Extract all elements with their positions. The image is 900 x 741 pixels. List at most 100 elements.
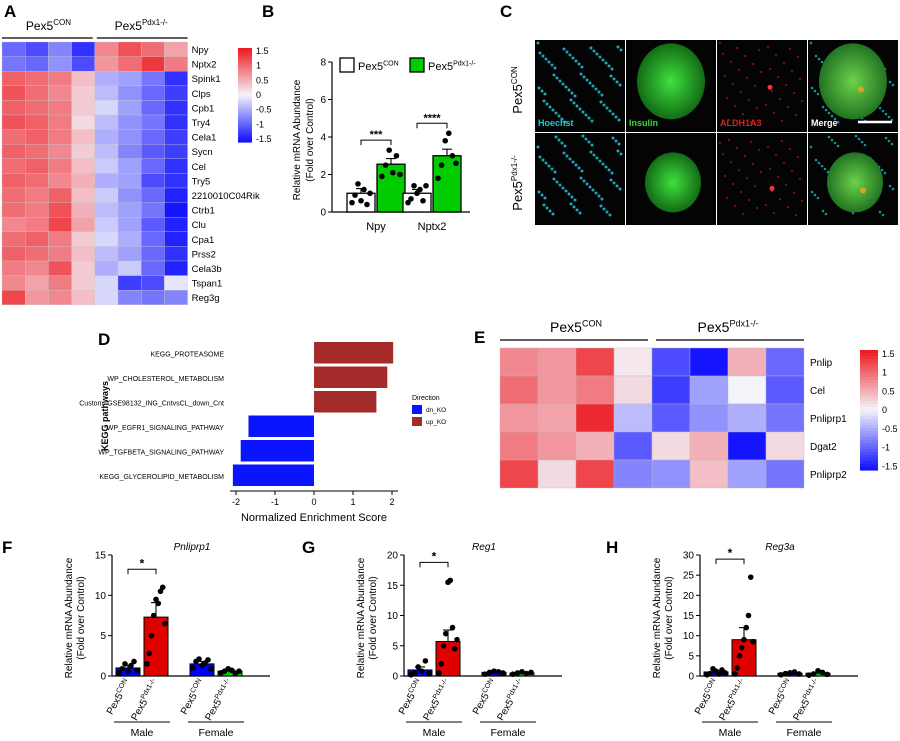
merge-nucleus: [813, 193, 817, 197]
aldh-signal: [776, 75, 780, 79]
aldh-signal: [727, 118, 731, 122]
colorbar-segment: [860, 371, 878, 375]
nucleus-dot: [605, 106, 609, 110]
heatmap-cell: [48, 71, 72, 86]
merge-nucleus: [830, 114, 834, 118]
data-point: [791, 669, 798, 675]
colorbar-segment: [860, 443, 878, 447]
x-tick-label: 0: [311, 497, 316, 507]
data-point: [447, 577, 454, 584]
aldh-signal: [786, 105, 790, 109]
nucleus-dot: [552, 73, 556, 77]
heatmap-cell: [689, 459, 729, 489]
heatmap-cell: [499, 347, 539, 377]
nucleus-dot: [594, 87, 598, 91]
nucleus-dot: [563, 144, 567, 148]
heatmap-cell: [25, 114, 49, 130]
heatmap-cell: [765, 459, 805, 489]
aldh-signal: [788, 47, 792, 51]
colorbar-segment: [238, 55, 252, 58]
heatmap-cell: [689, 403, 729, 433]
heatmap-cell: [48, 41, 72, 57]
group-label-ko: Pex5Pdx1-/-: [698, 318, 759, 335]
aldh-signal: [798, 177, 802, 181]
colorbar-segment: [860, 362, 878, 366]
heatmap-cell: [141, 71, 165, 86]
data-point: [738, 644, 745, 651]
nucleus-dot: [598, 55, 602, 59]
heatmap-cell: [25, 217, 49, 232]
nucleus-dot: [555, 76, 559, 80]
data-point: [358, 197, 364, 204]
merge-nucleus: [881, 109, 885, 113]
nucleus-dot: [592, 49, 596, 53]
heatmap-cell: [117, 85, 142, 101]
data-point: [162, 620, 168, 627]
nes-bar: [232, 464, 314, 486]
aldh-signal: [784, 83, 788, 87]
colorbar-tick-label: 1: [256, 61, 261, 71]
nucleus-dot: [595, 156, 599, 160]
heatmap-cell: [1, 290, 26, 305]
gene-label: Try5: [192, 176, 211, 187]
heatmap-cell: [71, 100, 95, 116]
islet-merge: [819, 43, 887, 120]
y-tick-label: 20: [683, 591, 695, 602]
merge-nucleus: [809, 145, 813, 149]
x-tick-label: Pex5CON: [396, 678, 426, 717]
heatmap-cell: [48, 231, 72, 247]
heatmap-cell: [575, 431, 615, 461]
nucleus-dot: [577, 62, 581, 66]
data-point: [787, 669, 793, 676]
aldh-signal: [729, 160, 733, 164]
x-tick-label: Pex5Pdx1-/-: [495, 677, 528, 723]
nes-bar: [314, 342, 394, 364]
heatmap-cell: [1, 100, 26, 116]
colorbar-tick-label: -0.5: [256, 105, 272, 115]
heatmap-cell: [25, 85, 49, 101]
nucleus-dot: [599, 100, 603, 104]
heatmap-cell: [94, 217, 119, 232]
nucleus-dot: [575, 104, 579, 108]
heatmap-cell: [537, 375, 577, 405]
nucleus-dot: [589, 150, 593, 154]
aldh-signal: [759, 170, 763, 174]
colorbar-segment: [860, 377, 878, 381]
x-tick-label: Pex5CON: [178, 678, 208, 717]
gene-label: Cel: [192, 162, 206, 173]
aldh-signal: [729, 60, 733, 64]
aldh-signal: [741, 212, 745, 216]
nucleus-dot: [570, 195, 574, 199]
pathway-label: WP_CHOLESTEROL_METABOLISM: [107, 376, 224, 383]
aldh-signal: [741, 112, 745, 116]
data-point: [411, 670, 418, 676]
heatmap-cell: [48, 144, 72, 159]
nucleus-dot: [544, 161, 548, 165]
heatmap-cell: [141, 246, 165, 262]
heatmap-cell: [25, 71, 49, 86]
aldh-signal: [753, 184, 757, 188]
heatmap-cell: [1, 129, 26, 145]
heatmap-cell: [71, 246, 95, 262]
data-point: [422, 658, 429, 664]
legend-swatch-dn: [412, 405, 422, 414]
data-point: [146, 650, 153, 657]
y-axis-title: (Fold over Control): [664, 576, 675, 659]
heatmap-cell: [164, 246, 188, 262]
heatmap-cell: [71, 129, 95, 145]
colorbar-segment: [860, 452, 878, 456]
colorbar-segment: [860, 386, 878, 390]
aldh-signal: [784, 183, 788, 187]
nucleus-dot: [548, 209, 552, 213]
aldh-signal: [725, 96, 729, 100]
nucleus-dot: [618, 187, 622, 191]
data-point: [486, 669, 493, 676]
nucleus-dot: [600, 93, 604, 97]
nucleus-dot: [612, 181, 616, 185]
aldh-signal: [790, 169, 794, 173]
gene-label: Reg3g: [192, 293, 220, 304]
merge-nucleus: [891, 187, 895, 191]
heatmap-cell: [117, 71, 142, 86]
nucleus-dot: [572, 205, 576, 209]
merge-nucleus: [817, 57, 821, 61]
